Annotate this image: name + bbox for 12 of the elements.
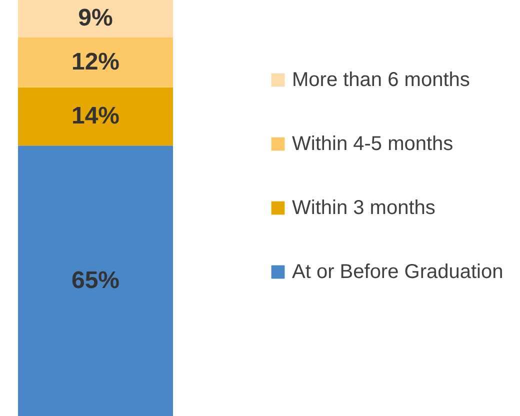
- data-label: 14%: [71, 102, 120, 130]
- bar: [18, 37, 173, 88]
- legend-label: More than 6 months: [292, 69, 470, 91]
- data-label: 12%: [71, 48, 120, 76]
- legend-label: At or Before Graduation: [292, 261, 504, 283]
- legend-label: Within 4-5 months: [292, 133, 454, 155]
- data-label: 9%: [78, 4, 113, 32]
- bar: [18, 0, 173, 38]
- bar: [18, 146, 173, 416]
- data-label: 65%: [71, 266, 120, 294]
- bar: [18, 87, 173, 146]
- legend-label: Within 3 months: [292, 197, 436, 219]
